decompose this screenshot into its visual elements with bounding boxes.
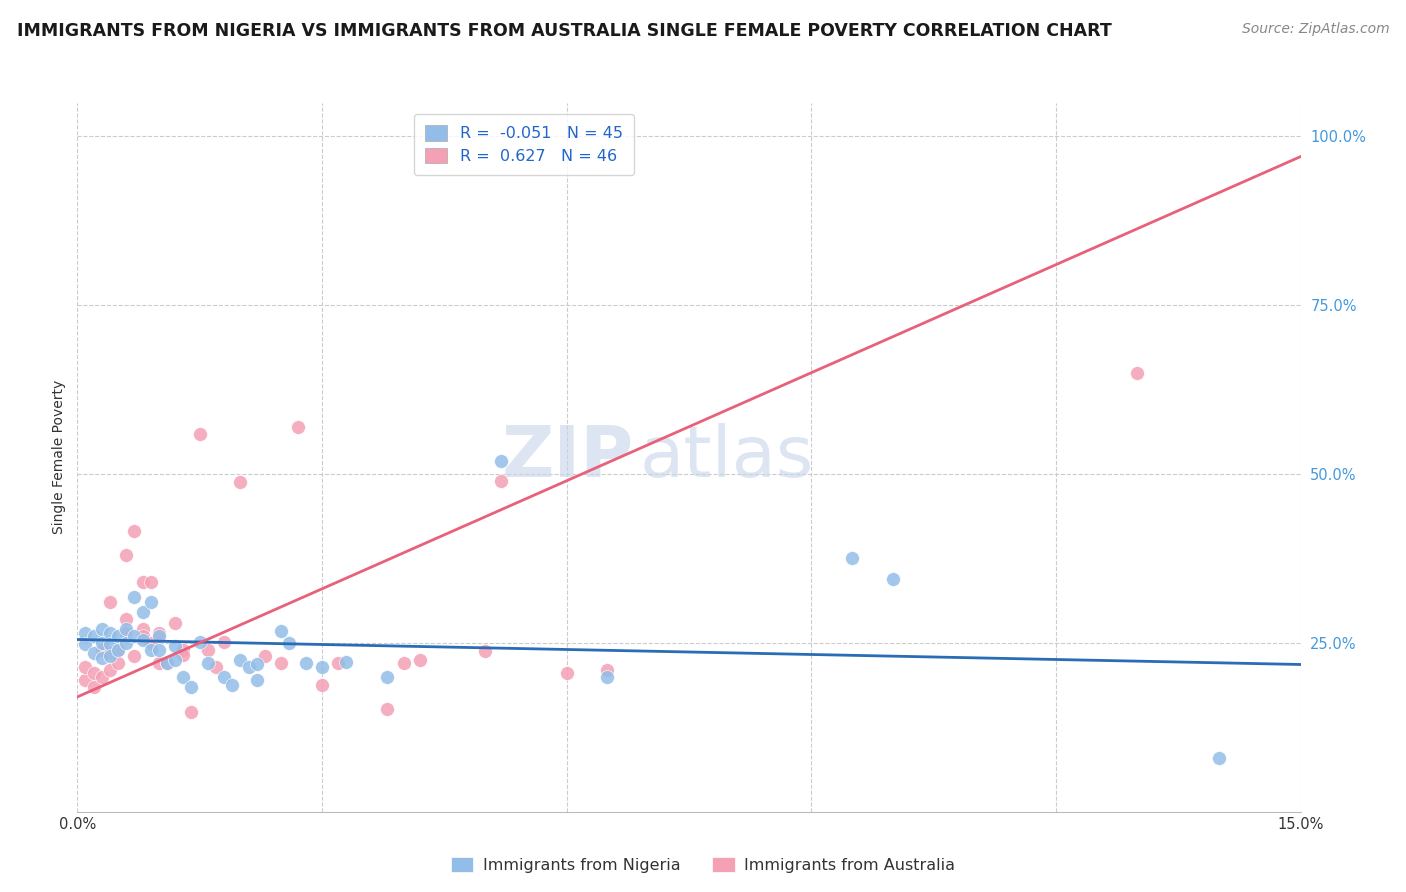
Point [75, 673, 97, 687]
Point [172, 642, 194, 657]
Point [287, 419, 309, 434]
Point [596, 663, 619, 677]
Point [165, 653, 187, 667]
Point [131, 623, 153, 637]
Point [172, 670, 194, 684]
Point [139, 636, 162, 650]
Point [205, 659, 228, 673]
Text: ZIP: ZIP [502, 423, 634, 491]
Point [841, 551, 863, 566]
Point [115, 623, 138, 637]
Point [115, 612, 138, 626]
Point [491, 474, 513, 488]
Point [596, 670, 619, 684]
Point [98, 637, 121, 651]
Point [98, 595, 121, 609]
Point [238, 659, 260, 673]
Point [270, 624, 292, 638]
Text: atlas: atlas [640, 423, 814, 491]
Point [83, 666, 105, 681]
Legend: Immigrants from Nigeria, Immigrants from Australia: Immigrants from Nigeria, Immigrants from… [444, 851, 962, 880]
Point [165, 615, 187, 630]
Point [180, 705, 202, 719]
Point [124, 649, 146, 664]
Point [172, 648, 194, 662]
Point [131, 606, 153, 620]
Point [212, 670, 235, 684]
Point [335, 655, 357, 669]
Point [139, 642, 162, 657]
Point [98, 625, 121, 640]
Point [212, 634, 235, 648]
Point [131, 575, 153, 590]
Point [148, 656, 170, 670]
Point [107, 629, 129, 643]
Point [474, 644, 496, 658]
Point [221, 678, 243, 692]
Point [83, 680, 105, 694]
Point [148, 629, 170, 643]
Point [124, 524, 146, 539]
Point [165, 639, 187, 653]
Point [253, 649, 276, 664]
Point [229, 475, 252, 490]
Point [83, 646, 105, 660]
Point [246, 657, 269, 672]
Point [124, 590, 146, 604]
Point [555, 666, 578, 681]
Text: Source: ZipAtlas.com: Source: ZipAtlas.com [1241, 22, 1389, 37]
Point [98, 663, 121, 677]
Point [375, 702, 398, 716]
Point [90, 623, 112, 637]
Point [75, 659, 97, 673]
Point [75, 625, 97, 640]
Point [139, 595, 162, 609]
Point [156, 656, 179, 670]
Y-axis label: Single Female Poverty: Single Female Poverty [52, 380, 66, 534]
Point [188, 634, 211, 648]
Point [98, 649, 121, 664]
Point [270, 656, 292, 670]
Point [180, 680, 202, 694]
Point [882, 572, 904, 586]
Point [139, 575, 162, 590]
Point [294, 656, 316, 670]
Point [278, 636, 301, 650]
Point [375, 670, 398, 684]
Point [107, 642, 129, 657]
Point [197, 642, 219, 657]
Point [328, 656, 350, 670]
Point [491, 453, 513, 467]
Point [107, 642, 129, 657]
Point [124, 629, 146, 643]
Point [246, 673, 269, 687]
Point [311, 678, 333, 692]
Point [131, 629, 153, 643]
Point [156, 656, 179, 670]
Legend: R =  -0.051   N = 45, R =  0.627   N = 46: R = -0.051 N = 45, R = 0.627 N = 46 [413, 114, 634, 175]
Point [75, 637, 97, 651]
Point [98, 646, 121, 660]
Point [148, 642, 170, 657]
Point [197, 656, 219, 670]
Point [188, 426, 211, 441]
Point [90, 670, 112, 684]
Point [409, 653, 432, 667]
Text: IMMIGRANTS FROM NIGERIA VS IMMIGRANTS FROM AUSTRALIA SINGLE FEMALE POVERTY CORRE: IMMIGRANTS FROM NIGERIA VS IMMIGRANTS FR… [17, 22, 1112, 40]
Point [115, 548, 138, 562]
Point [148, 625, 170, 640]
Point [107, 656, 129, 670]
Point [131, 632, 153, 647]
Point [83, 629, 105, 643]
Point [115, 625, 138, 640]
Point [115, 636, 138, 650]
Point [392, 656, 415, 670]
Point [90, 642, 112, 657]
Point [1126, 366, 1149, 380]
Point [229, 653, 252, 667]
Point [90, 650, 112, 665]
Point [90, 636, 112, 650]
Point [311, 659, 333, 673]
Point [1208, 750, 1230, 764]
